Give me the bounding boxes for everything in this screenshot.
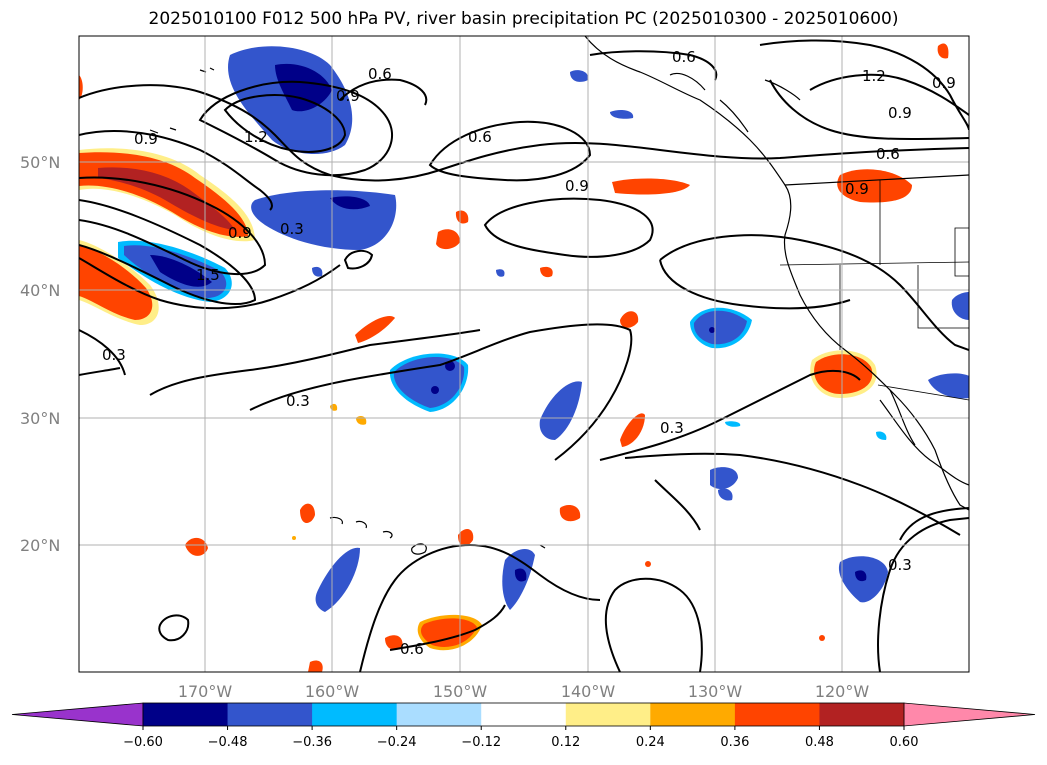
lon-label: 140°W (561, 682, 616, 701)
colorbar-segment (396, 703, 482, 726)
colorbar-segment (143, 703, 229, 726)
colorbar-tick-label: −0.60 (123, 735, 163, 750)
contour-label: 0.9 (565, 177, 589, 195)
map-frame (78, 35, 970, 673)
colorbar-tick-label: 0.12 (551, 735, 580, 750)
colorbar-tick-label: −0.36 (292, 735, 332, 750)
contour-label: 0.6 (876, 145, 900, 163)
contour-label: 0.3 (280, 220, 304, 238)
colorbar-tick-label: 0.24 (636, 735, 665, 750)
negative-precip-shading (118, 46, 969, 612)
colorbar: −0.60 −0.48 −0.36 −0.24 −0.12 0.12 0.24 0.36 0.4… (11, 702, 1036, 750)
contour-label: 0.9 (888, 104, 912, 122)
graticule (79, 36, 969, 672)
lon-label: 130°W (688, 682, 743, 701)
contour-label: 0.9 (845, 180, 869, 198)
contour-label: 0.9 (932, 74, 956, 92)
colorbar-segment (227, 703, 313, 726)
colorbar-tick-label: 0.60 (890, 735, 919, 750)
colorbar-segment (819, 703, 905, 726)
contour-label: 0.3 (888, 556, 912, 574)
lat-label: 40°N (20, 281, 60, 300)
colorbar-segment (650, 703, 736, 726)
colorbar-segment (481, 703, 567, 726)
lon-label: 170°W (178, 682, 233, 701)
contour-label: 0.6 (468, 128, 492, 146)
colorbar-tick-label: −0.24 (377, 735, 417, 750)
contour-label: 0.6 (400, 640, 424, 658)
contour-label: 1.2 (244, 128, 268, 146)
lon-label: 160°W (305, 682, 360, 701)
lon-label: 120°W (815, 682, 870, 701)
lat-label: 30°N (20, 409, 60, 428)
contour-label: 0.3 (286, 392, 310, 410)
positive-precip-shading (79, 43, 949, 672)
lon-label: 150°W (433, 682, 488, 701)
contour-label: 0.9 (228, 224, 252, 242)
colorbar-segment (565, 703, 651, 726)
colorbar-tick-label: −0.12 (461, 735, 501, 750)
contour-label: 1.5 (196, 266, 220, 284)
contour-label: 0.3 (660, 419, 684, 437)
colorbar-extend-high (903, 702, 1036, 727)
contour-label: 0.9 (336, 87, 360, 105)
latitude-labels: 50°N 40°N 30°N 20°N (20, 153, 60, 555)
colorbar-tick-label: 0.48 (805, 735, 834, 750)
contour-label: 0.3 (102, 346, 126, 364)
lat-label: 20°N (20, 536, 60, 555)
contour-label: 1.2 (862, 67, 886, 85)
pv-contours (79, 39, 969, 672)
contour-label: 0.9 (134, 130, 158, 148)
colorbar-segment (734, 703, 820, 726)
map-title: 2025010100 F012 500 hPa PV, river basin … (148, 9, 899, 29)
lat-label: 50°N (20, 153, 60, 172)
longitude-labels: 170°W 160°W 150°W 140°W 130°W 120°W (178, 682, 870, 701)
contour-labels: 0.6 0.6 0.9 1.2 1.2 0.9 0.9 0.6 0.6 0.9 … (102, 48, 956, 658)
colorbar-border (142, 702, 905, 727)
contour-label: 0.6 (368, 65, 392, 83)
colorbar-tick-label: −0.48 (208, 735, 248, 750)
map-content: 0.6 0.6 0.9 1.2 1.2 0.9 0.9 0.6 0.6 0.9 … (79, 36, 969, 672)
colorbar-extend-low (11, 702, 144, 727)
colorbar-tick-label: 0.36 (720, 735, 749, 750)
contour-label: 0.6 (672, 48, 696, 66)
colorbar-segment (312, 703, 398, 726)
